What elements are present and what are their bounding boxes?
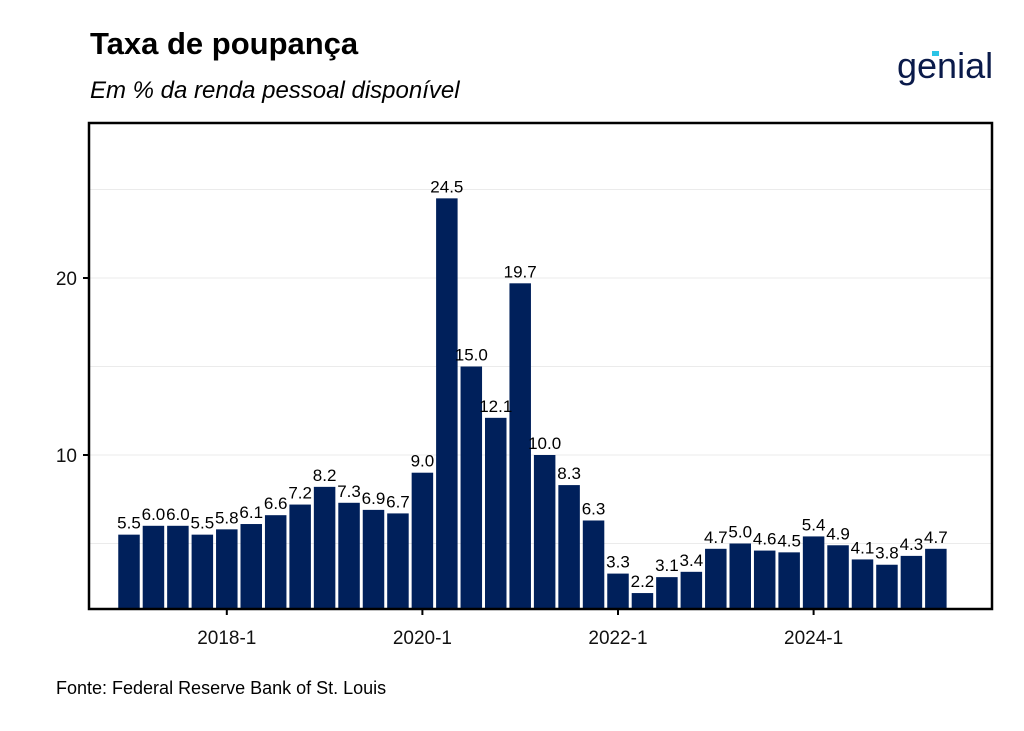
bar-value-label: 9.0 [411, 452, 435, 471]
bar-value-label: 6.6 [264, 494, 288, 513]
bar-value-label: 4.7 [924, 528, 948, 547]
bar [607, 573, 629, 609]
bar-value-label: 4.1 [851, 538, 875, 557]
bar [851, 559, 874, 609]
bar [460, 366, 483, 609]
bar-value-label: 8.3 [557, 464, 581, 483]
bar-value-label: 4.6 [753, 530, 777, 549]
bar [362, 509, 385, 609]
bar [142, 525, 165, 609]
bar-value-label: 4.9 [826, 524, 850, 543]
bar [705, 548, 727, 609]
y-tick-label: 20 [56, 269, 77, 290]
source-note: Fonte: Federal Reserve Bank of St. Louis [56, 678, 387, 698]
bar-value-label: 15.0 [455, 346, 488, 365]
bar [338, 502, 360, 609]
x-tick-label: 2020-1 [393, 628, 452, 649]
bar-value-label: 5.5 [191, 514, 215, 533]
bar-value-label: 6.3 [582, 499, 606, 518]
bars [118, 198, 947, 609]
bar [827, 545, 849, 609]
bar [582, 520, 605, 609]
bar-value-label: 5.5 [117, 514, 141, 533]
bar [289, 504, 311, 609]
bar-value-label: 19.7 [504, 262, 537, 281]
data-labels: 5.5 6.0 6.0 5.5 5.8 6.1 6.67.28.27.3 6.9 6.79.02… [117, 177, 947, 591]
bar [411, 472, 434, 609]
bar [656, 577, 678, 609]
bar-value-label: 4.5 [777, 531, 801, 550]
bar-value-label: 4.3 [900, 535, 924, 554]
bar-value-label: 6.1 [239, 503, 263, 522]
bar [680, 571, 703, 609]
bar [436, 198, 458, 609]
plot-frame [87, 121, 994, 611]
bar-value-label: 6.0 [166, 505, 190, 524]
chart-subtitle: Em % da renda pessoal disponível [90, 77, 460, 104]
bar [240, 524, 262, 609]
bar [900, 555, 923, 609]
bar [631, 593, 654, 609]
bar [778, 552, 800, 609]
x-tick-label: 2022-1 [588, 628, 647, 649]
bar-value-label: 12.1 [479, 397, 512, 416]
bar-value-label: 7.2 [288, 484, 312, 503]
bar [802, 536, 825, 609]
bar-value-label: 3.1 [655, 556, 679, 575]
bar-value-label: 3.4 [680, 551, 704, 570]
axes: 10 20 2018-1 2020-1 2022-1 2024-1 [56, 269, 843, 649]
bar [876, 564, 898, 609]
chart-title: Taxa de poupança [90, 26, 359, 61]
bar-value-label: 3.3 [606, 553, 630, 572]
logo-accent-icon [932, 51, 939, 56]
bar-value-label: 2.2 [631, 572, 655, 591]
bar [191, 534, 214, 609]
bar-value-label: 5.0 [728, 523, 752, 542]
bar-value-label: 5.8 [215, 508, 239, 527]
bar [558, 485, 580, 609]
y-tick-label: 10 [56, 446, 77, 467]
bar-value-label: 4.7 [704, 528, 728, 547]
bar-value-label: 3.8 [875, 544, 899, 563]
bar [167, 525, 189, 609]
brand-logo: genial [897, 45, 994, 86]
bar-value-label: 8.2 [313, 466, 337, 485]
bar [533, 455, 556, 609]
bar-value-label: 6.7 [386, 492, 410, 511]
bar [729, 543, 751, 609]
bar-value-label: 24.5 [430, 177, 463, 196]
bar [264, 515, 287, 609]
bar [925, 548, 947, 609]
bar-value-label: 10.0 [528, 434, 561, 453]
bar [753, 550, 776, 609]
bar-value-label: 5.4 [802, 515, 826, 534]
bar-value-label: 6.0 [142, 505, 166, 524]
bar-value-label: 7.3 [337, 482, 361, 501]
bar-value-label: 6.9 [362, 489, 386, 508]
x-tick-label: 2018-1 [197, 628, 256, 649]
bar [313, 486, 336, 609]
bar [216, 529, 238, 609]
bar [485, 417, 507, 609]
x-tick-label: 2024-1 [784, 628, 843, 649]
bar [118, 534, 140, 609]
bar [387, 513, 409, 609]
bar [509, 283, 531, 609]
